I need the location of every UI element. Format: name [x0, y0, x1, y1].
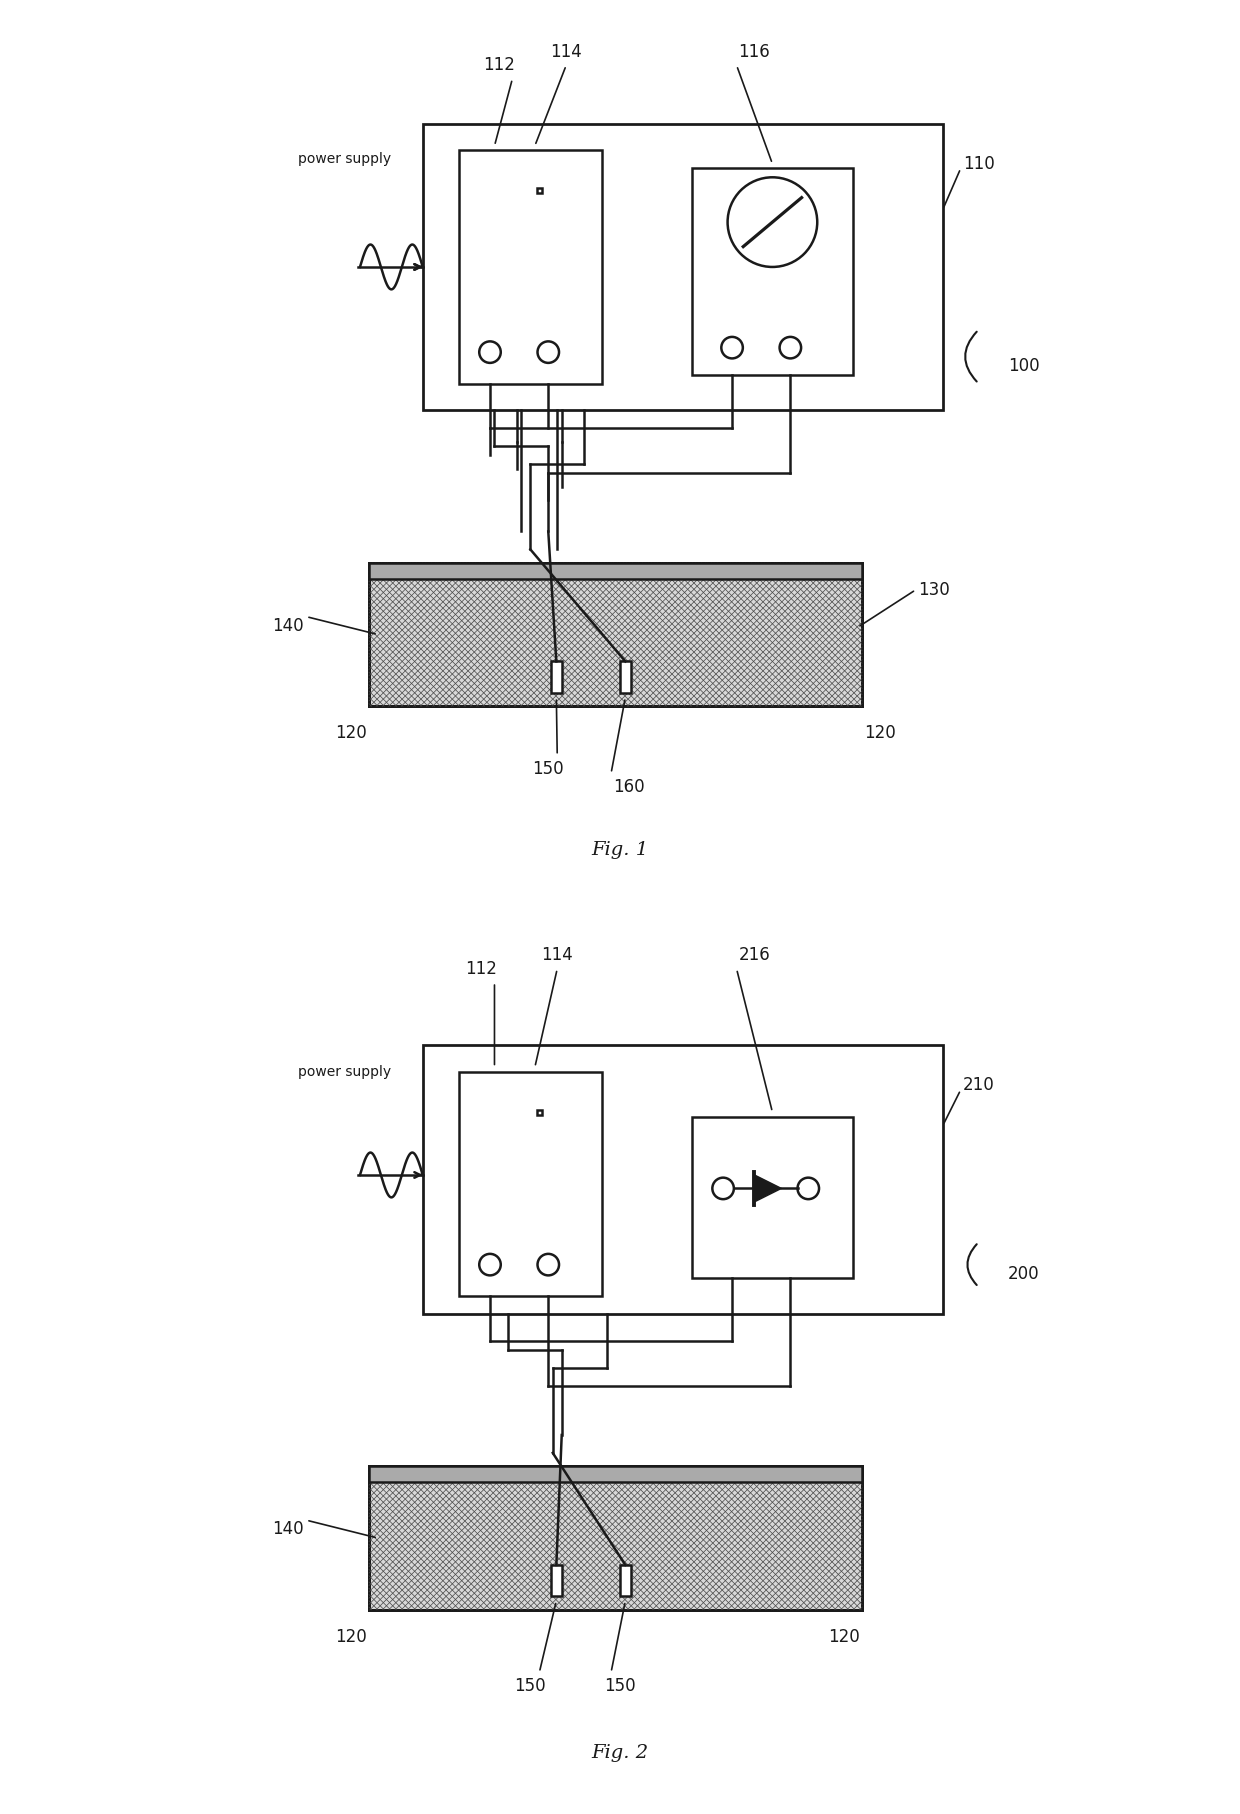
Circle shape — [712, 1177, 734, 1199]
Text: Fig. 1: Fig. 1 — [591, 840, 649, 858]
Text: 150: 150 — [515, 1676, 546, 1694]
Circle shape — [537, 1253, 559, 1275]
Text: 150: 150 — [532, 760, 564, 778]
Text: 140: 140 — [273, 617, 304, 635]
Circle shape — [797, 1177, 820, 1199]
Bar — [423, 123, 942, 410]
Text: 120: 120 — [335, 724, 367, 742]
Bar — [459, 151, 603, 383]
Text: 114: 114 — [542, 947, 573, 965]
Text: 140: 140 — [273, 1520, 304, 1538]
Circle shape — [479, 1253, 501, 1275]
Text: Fig. 2: Fig. 2 — [591, 1745, 649, 1761]
Text: 116: 116 — [739, 44, 770, 62]
Circle shape — [728, 178, 817, 267]
Circle shape — [479, 341, 501, 363]
Text: 112: 112 — [484, 56, 515, 74]
Text: 150: 150 — [604, 1676, 636, 1694]
Bar — [537, 1110, 542, 1116]
Text: 114: 114 — [551, 44, 582, 62]
Text: 200: 200 — [1008, 1264, 1039, 1282]
Bar — [551, 662, 562, 693]
Bar — [692, 169, 853, 374]
Text: 100: 100 — [1008, 357, 1039, 374]
Text: 120: 120 — [335, 1627, 367, 1645]
Text: 120: 120 — [864, 724, 895, 742]
Text: 160: 160 — [613, 778, 645, 796]
Bar — [620, 1565, 631, 1596]
Bar — [692, 1117, 853, 1279]
Circle shape — [780, 337, 801, 359]
Bar — [370, 562, 862, 706]
Text: 110: 110 — [962, 154, 994, 172]
Circle shape — [722, 337, 743, 359]
Bar — [551, 1565, 562, 1596]
Bar — [370, 1466, 862, 1609]
Bar — [537, 189, 542, 194]
Text: power supply: power supply — [299, 152, 392, 167]
Bar — [370, 1466, 862, 1482]
Bar — [620, 662, 631, 693]
Text: 112: 112 — [465, 960, 497, 978]
Text: 216: 216 — [739, 947, 770, 965]
Bar — [459, 1072, 603, 1295]
Text: 130: 130 — [918, 580, 950, 599]
Text: power supply: power supply — [299, 1065, 392, 1079]
Circle shape — [537, 341, 559, 363]
Text: 210: 210 — [962, 1076, 994, 1094]
Bar — [370, 562, 862, 579]
Bar — [423, 1045, 942, 1313]
Text: 120: 120 — [828, 1627, 861, 1645]
Polygon shape — [754, 1175, 781, 1203]
